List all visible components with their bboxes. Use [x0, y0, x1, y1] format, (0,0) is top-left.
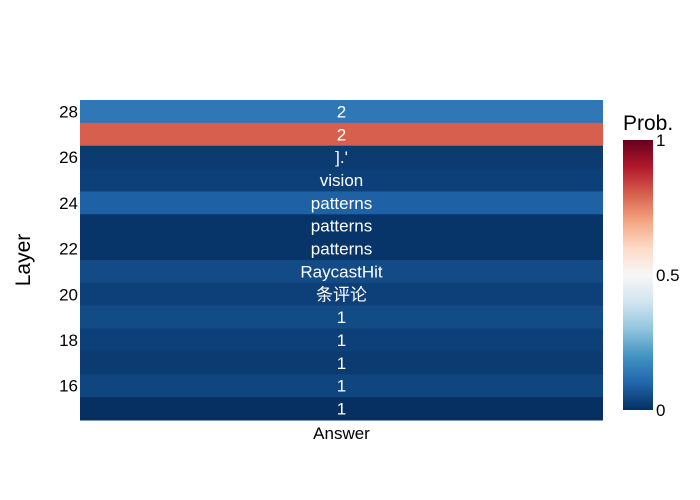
heatmap-cell	[80, 305, 603, 330]
y-tick-label: 18	[59, 331, 78, 350]
heatmap-cell	[80, 168, 603, 192]
cell-label: patterns	[311, 217, 372, 236]
heatmap-cell	[80, 260, 603, 284]
x-tick-label: Answer	[313, 424, 370, 443]
y-tick-label: 16	[59, 377, 78, 396]
y-tick-label: 20	[59, 285, 78, 304]
cell-label: 1	[337, 354, 346, 373]
cell-label: 1	[337, 377, 346, 396]
plot-area	[80, 100, 603, 421]
colorbar-tick-label: 1	[656, 131, 665, 150]
colorbar-bar	[623, 140, 653, 410]
heatmap-cell	[80, 328, 603, 352]
heatmap-cell	[80, 351, 603, 375]
y-tick-label: 26	[59, 148, 78, 167]
colorbar: Prob. 00.51	[623, 112, 680, 420]
heatmap-cell	[80, 397, 603, 421]
heatmap-cell	[80, 145, 603, 170]
cell-label: ].'	[335, 148, 348, 167]
heatmap-cell	[80, 374, 603, 398]
colorbar-ticks: 00.51	[656, 131, 680, 420]
heatmap-cell	[80, 100, 603, 124]
colorbar-tick-label: 0	[656, 401, 665, 420]
y-axis: 16 18 20 22 24 26 28	[59, 102, 78, 395]
y-tick-label: 22	[59, 240, 78, 259]
y-tick-label: 28	[59, 102, 78, 121]
cell-labels: 2 2 ].' vision patterns patterns patterns Rayca…	[300, 102, 382, 418]
cell-label: 1	[337, 400, 346, 419]
heatmap-cell	[80, 122, 603, 147]
cell-label: vision	[320, 171, 363, 190]
cell-label: 2	[337, 102, 346, 121]
heatmap-cell	[80, 191, 603, 215]
x-axis: Answer	[313, 424, 370, 443]
cell-label: 1	[337, 331, 346, 350]
heatmap-cell	[80, 282, 603, 307]
cell-label: 条评论	[316, 285, 367, 304]
cell-label: 2	[337, 125, 346, 144]
cell-label: RaycastHit	[300, 262, 382, 281]
colorbar-title: Prob.	[623, 112, 673, 135]
cell-label: patterns	[311, 240, 372, 259]
colorbar-tick-label: 0.5	[656, 266, 680, 285]
heatmap-cell	[80, 214, 603, 238]
heatmap-cell	[80, 237, 603, 261]
cell-label: 1	[337, 308, 346, 327]
y-axis-title: Layer	[12, 234, 35, 287]
cell-label: patterns	[311, 194, 372, 213]
y-tick-label: 24	[59, 194, 78, 213]
